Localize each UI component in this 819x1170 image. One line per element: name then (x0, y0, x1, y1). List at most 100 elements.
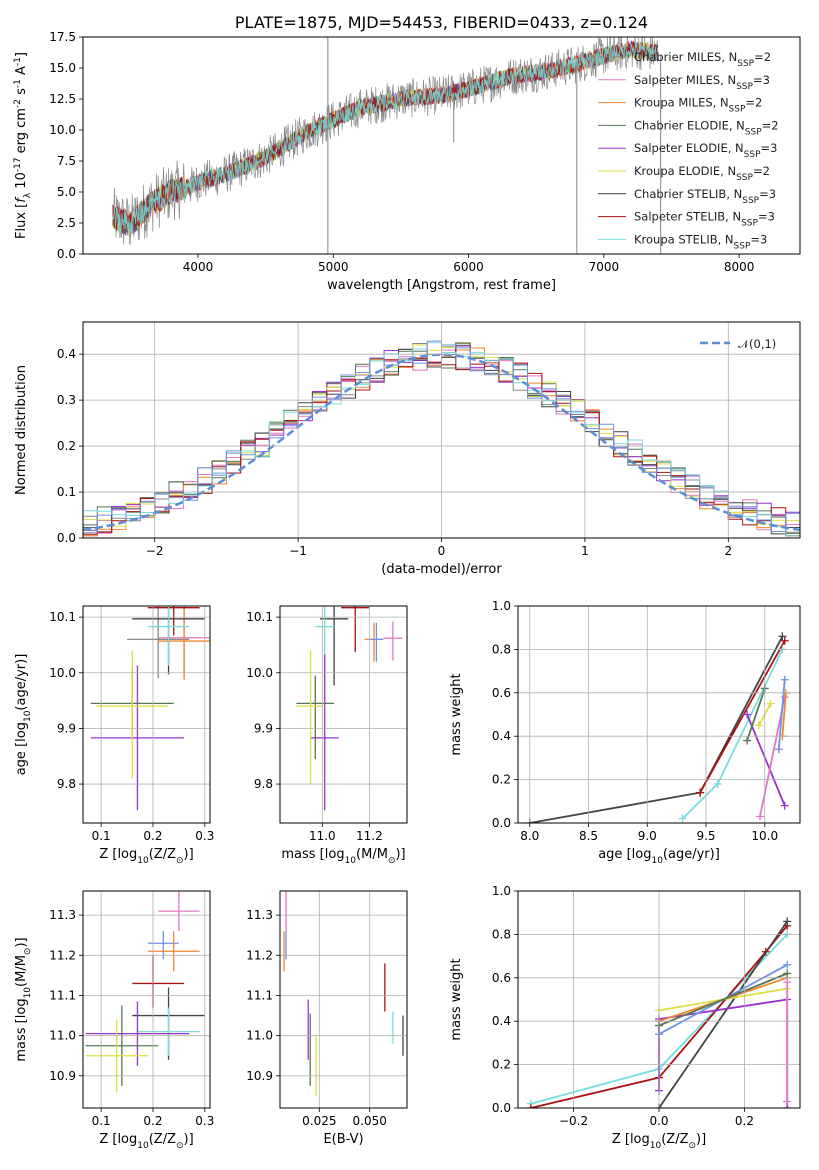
residuals-ytick-label: 0.4 (57, 347, 76, 361)
mass-vs-z-xtick-label: 0.2 (143, 1114, 162, 1128)
spectrum-ytick-label: 12.5 (49, 92, 76, 106)
mass-vs-z-panel: 0.1 0.2 0.3 10.9 11.0 11.1 11.2 11.3 Z [log10(Z/… (14, 890, 214, 1151)
spectrum-ytick-label: 7.5 (57, 154, 76, 168)
mass-weight-vs-z-series-2 (658, 920, 788, 1108)
mass-vs-ebv-ytick-label: 11.0 (246, 1029, 273, 1043)
mass-vs-z-point (85, 1005, 159, 1086)
mass-weight-vs-age-frame (517, 605, 801, 824)
age-vs-z-plot-area (83, 606, 210, 823)
age-vs-mass-xlabel: mass [log10(M/M⊙)] (281, 847, 405, 866)
mass-weight-vs-z-ytick-label: 0.8 (492, 927, 511, 941)
residuals-xtick-label: 2 (724, 544, 732, 558)
mass-weight-vs-age-marker (713, 779, 722, 788)
age-vs-mass-point (296, 675, 335, 760)
spectrum-xtick-label: 4000 (183, 260, 214, 274)
age-vs-z-panel: 0.1 0.2 0.3 9.8 9.9 10.0 10.1 Z [log10(Z/Z⊙)] ag… (14, 605, 214, 866)
age-vs-mass-ytick-label: 10.1 (246, 610, 273, 624)
legend-label: Kroupa ELODIE, NSSP=2 (634, 164, 770, 183)
mass-weight-vs-age-marker (754, 721, 763, 730)
age-vs-z-point (127, 606, 190, 679)
mass-vs-z-point (85, 1001, 190, 1066)
mass-vs-z-xtick-label: 0.1 (92, 1114, 111, 1128)
mass-vs-z-ytick-label: 11.0 (49, 1029, 76, 1043)
age-vs-mass-xtick-label: 11.0 (309, 829, 336, 843)
mass-weight-vs-age-plot-area (518, 606, 800, 823)
mass-weight-vs-age-xtick-label: 8.5 (579, 829, 598, 843)
age-vs-mass-point (341, 606, 370, 653)
spectrum-xtick-label: 7000 (589, 260, 620, 274)
residuals-ylabel: Normed distribution (14, 365, 29, 495)
mass-weight-vs-age-series-5 (781, 692, 787, 737)
age-vs-z-xtick-label: 0.1 (92, 829, 111, 843)
age-vs-mass-ytick-label: 9.9 (254, 721, 273, 735)
age-vs-z-ytick-label: 9.9 (57, 721, 76, 735)
mass-weight-vs-age-ytick-label: 1.0 (492, 599, 511, 613)
residuals-ytick-label: 0.2 (57, 439, 76, 453)
residuals-xlabel: (data-model)/error (381, 562, 502, 577)
mass-weight-vs-z-frame (517, 890, 801, 1109)
mass-vs-z-ytick-label: 11.3 (49, 908, 76, 922)
mass-weight-vs-age-ytick-label: 0.6 (492, 686, 511, 700)
residuals-ytick-label: 0.0 (57, 531, 76, 545)
mass-vs-z-point (137, 1007, 200, 1056)
mass-weight-vs-z-ytick-label: 0.2 (492, 1058, 511, 1072)
mass-weight-vs-z-xlabel: Z [log10(Z/Z⊙)] (612, 1132, 706, 1151)
age-vs-z-content (90, 606, 210, 811)
spectrum-ytick-label: 2.5 (57, 216, 76, 230)
age-vs-z-frame (82, 605, 211, 824)
age-vs-z-xtick-label: 0.3 (195, 829, 214, 843)
residuals-panel: −2 −1 0 1 2 0.0 0.1 0.2 0.3 0.4 𝒩(0,1) (data-model)… (14, 321, 801, 577)
age-vs-mass-plot-area (280, 606, 407, 823)
mass-vs-ebv-xlabel: E(B-V) (323, 1132, 363, 1147)
mass-weight-vs-age-series-1 (699, 640, 786, 794)
mass-weight-vs-age-series-4 (759, 696, 786, 817)
spectrum-xtick-label: 8000 (724, 260, 755, 274)
mass-vs-z-plot-area (83, 891, 210, 1108)
mass-weight-vs-z-marker (783, 960, 792, 969)
mass-weight-vs-age-xtick-label: 8.0 (520, 829, 539, 843)
age-vs-mass-frame (279, 605, 408, 824)
spectrum-xlabel: wavelength [Angstrom, rest frame] (327, 278, 556, 293)
age-vs-mass-xtick-label: 11.2 (356, 829, 383, 843)
mass-weight-vs-age-ytick-label: 0.0 (492, 816, 511, 830)
mass-weight-vs-z-marker (783, 1097, 792, 1106)
residuals-ytick-label: 0.3 (57, 393, 76, 407)
residuals-xtick-label: 0 (438, 544, 446, 558)
age-vs-mass-point (383, 621, 403, 661)
mass-weight-vs-age-marker (743, 736, 752, 745)
mass-vs-ebv-content (283, 891, 404, 1096)
mass-weight-vs-age-marker (778, 632, 787, 641)
mass-weight-vs-age-marker (780, 801, 789, 810)
mass-weight-vs-z-marker (783, 978, 792, 987)
mass-vs-ebv-ytick-label: 11.2 (246, 948, 273, 962)
mass-vs-z-xtick-label: 0.3 (195, 1114, 214, 1128)
mass-weight-vs-age-series-3 (746, 714, 786, 806)
age-vs-mass-point (369, 622, 384, 662)
legend-label: Chabrier ELODIE, NSSP=2 (634, 118, 779, 137)
spectrum-ytick-label: 0.0 (57, 247, 76, 261)
spectrum-plot-area (83, 37, 800, 254)
mass-vs-ebv-ytick-label: 10.9 (246, 1069, 273, 1083)
age-vs-mass-ytick-label: 10.0 (246, 666, 273, 680)
age-vs-z-ytick-label: 10.1 (49, 610, 76, 624)
spectrum-frame (82, 36, 801, 255)
mass-weight-vs-z-xtick-label: 0.2 (735, 1114, 754, 1128)
mass-weight-vs-z-xtick-label: 0.0 (649, 1114, 668, 1128)
age-vs-z-point (158, 606, 210, 681)
mass-weight-vs-z-ylabel: mass weight (449, 958, 464, 1040)
age-vs-z-point (147, 606, 190, 666)
spectrum-series-8 (112, 42, 659, 236)
mass-weight-vs-age-marker (780, 636, 789, 645)
mass-weight-vs-age-xtick-label: 10.0 (751, 829, 778, 843)
mass-vs-ebv-frame (279, 890, 408, 1109)
age-vs-z-ytick-label: 9.8 (57, 777, 76, 791)
mass-weight-vs-age-ytick-label: 0.8 (492, 642, 511, 656)
spectrum-ytick-label: 17.5 (49, 30, 76, 44)
age-vs-z-xtick-label: 0.2 (143, 829, 162, 843)
mass-weight-vs-z-ytick-label: 0.0 (492, 1101, 511, 1115)
legend-label: Salpeter ELODIE, NSSP=3 (634, 141, 777, 160)
legend-label: Chabrier MILES, NSSP=2 (634, 50, 771, 69)
chart-title: PLATE=1875, MJD=54453, FIBERID=0433, z=0… (235, 13, 648, 32)
mass-weight-vs-age-marker (774, 745, 783, 754)
